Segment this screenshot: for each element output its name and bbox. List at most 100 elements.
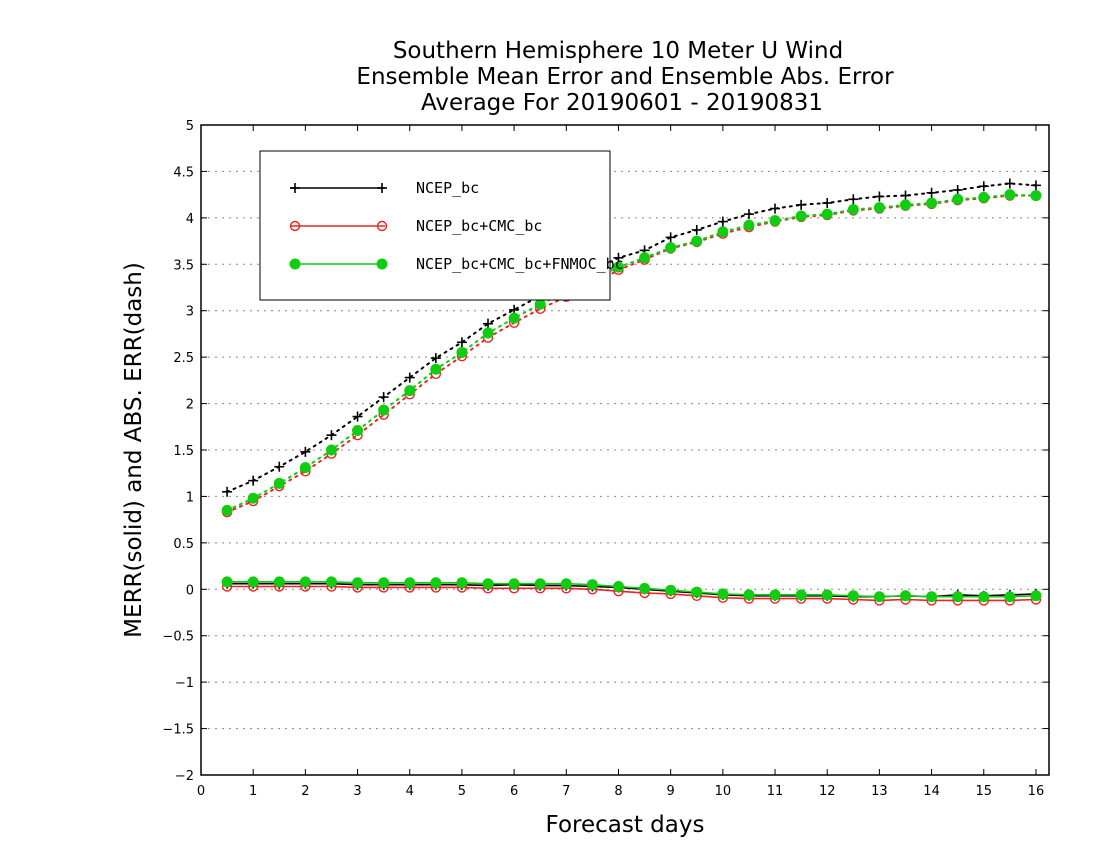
- y-tick-label: 0: [186, 583, 194, 598]
- abs-err-point: [1030, 190, 1042, 202]
- y-tick-label: 3: [186, 305, 194, 320]
- abs-err-point: [926, 197, 938, 209]
- y-tick-label: 3.5: [173, 258, 194, 273]
- abs-err-point: [1004, 178, 1015, 189]
- abs-err-point: [821, 208, 833, 220]
- abs-err-point: [273, 477, 285, 489]
- abs-err-point: [222, 486, 233, 497]
- legend-item-0: NCEP_bc: [290, 179, 479, 197]
- abs-err-point: [874, 191, 885, 202]
- abs-err-point: [299, 462, 311, 474]
- abs-err-point: [639, 252, 651, 264]
- merr-point: [221, 576, 233, 588]
- abs-err-point: [691, 235, 703, 247]
- abs-err-point: [352, 411, 363, 422]
- abs-err-point: [848, 194, 859, 205]
- x-tick-label: 0: [197, 784, 205, 799]
- y-tick-label: 4: [186, 212, 194, 227]
- x-tick-label: 15: [975, 784, 992, 799]
- y-tick-label: 1.5: [173, 444, 194, 459]
- abs-err-point: [900, 190, 911, 201]
- abs-err-point: [978, 181, 989, 192]
- abs-err-line: [226, 193, 1037, 512]
- legend-marker: [290, 183, 300, 193]
- x-tick-label: 1: [249, 784, 257, 799]
- series-2: [221, 189, 1042, 603]
- abs-err-point: [796, 199, 807, 210]
- merr-point: [247, 576, 259, 588]
- x-tick-label: 6: [510, 784, 518, 799]
- merr-point: [352, 577, 364, 589]
- legend-marker: [377, 183, 387, 193]
- merr-point: [508, 578, 520, 590]
- x-tick-label: 5: [458, 784, 466, 799]
- merr-point: [639, 582, 651, 594]
- abs-err-point: [717, 226, 729, 238]
- merr-point: [586, 579, 598, 591]
- merr-point: [926, 591, 938, 603]
- abs-err-point: [873, 202, 885, 214]
- merr-point: [978, 591, 990, 603]
- abs-err-point: [247, 492, 259, 504]
- abs-err-point: [221, 504, 233, 516]
- merr-point: [769, 589, 781, 601]
- y-tick-label: −1: [175, 676, 194, 691]
- axis-ticks: −2−1.5−1−0.500.511.522.533.544.550 1 2 3 4 5 6…: [162, 119, 1049, 799]
- abs-err-point: [952, 185, 963, 195]
- y-tick-label: 2: [186, 398, 194, 413]
- merr-point: [743, 589, 755, 601]
- legend-marker: [289, 258, 301, 270]
- x-tick-label: 2: [301, 784, 309, 799]
- merr-point: [612, 581, 624, 592]
- merr-point: [378, 577, 390, 589]
- abs-err-point: [978, 191, 990, 203]
- x-tick-label: 7: [562, 784, 570, 799]
- x-tick-label: 4: [406, 784, 414, 799]
- abs-err-point: [508, 312, 520, 324]
- abs-err-point: [770, 203, 781, 214]
- merr-point: [404, 577, 416, 589]
- x-tick-label: 16: [1028, 784, 1045, 799]
- y-tick-label: −1.5: [162, 723, 194, 738]
- abs-err-point: [926, 187, 937, 198]
- y-tick-label: 2.5: [173, 351, 194, 366]
- merr-point: [430, 577, 442, 589]
- merr-point: [665, 584, 677, 596]
- y-tick-label: 1: [186, 490, 194, 505]
- abs-err-point: [404, 385, 416, 397]
- abs-err-point: [300, 446, 311, 457]
- y-tick-label: −0.5: [162, 630, 194, 645]
- legend-label: NCEP_bc: [416, 179, 479, 197]
- abs-err-point: [378, 392, 389, 403]
- merr-point: [1030, 590, 1042, 602]
- x-tick-label: 9: [667, 784, 675, 799]
- abs-err-point: [665, 232, 676, 243]
- abs-err-point: [691, 224, 702, 235]
- merr-point: [560, 578, 572, 590]
- abs-err-point: [665, 242, 677, 254]
- abs-err-point: [534, 298, 546, 310]
- x-tick-label: 11: [767, 784, 784, 799]
- merr-point: [456, 577, 468, 589]
- abs-err-point: [404, 372, 415, 383]
- plot-frame: [200, 124, 1050, 776]
- abs-err-point: [795, 210, 807, 222]
- chart-title-line-3: Average For 20190601 - 20190831: [421, 90, 823, 116]
- legend-item-2: NCEP_bc+CMC_bc+FNMOC_bc: [289, 255, 624, 273]
- abs-err-point: [483, 318, 494, 329]
- abs-err-point: [743, 219, 755, 231]
- abs-err-point: [1004, 189, 1016, 201]
- legend-label: NCEP_bc+CMC_bc: [416, 217, 542, 235]
- chart-title-line-2: Ensemble Mean Error and Ensemble Abs. Er…: [356, 64, 894, 90]
- y-tick-label: 4.5: [173, 165, 194, 180]
- abs-err-point: [325, 444, 337, 456]
- y-axis-label: MERR(solid) and ABS. ERR(dash): [121, 262, 147, 638]
- abs-err-point: [769, 215, 781, 227]
- y-tick-label: −2: [175, 769, 194, 784]
- legend-marker: [376, 220, 388, 232]
- abs-err-point: [482, 327, 494, 339]
- x-tick-label: 3: [353, 784, 361, 799]
- abs-err-point: [822, 198, 833, 208]
- abs-err-point: [456, 347, 468, 358]
